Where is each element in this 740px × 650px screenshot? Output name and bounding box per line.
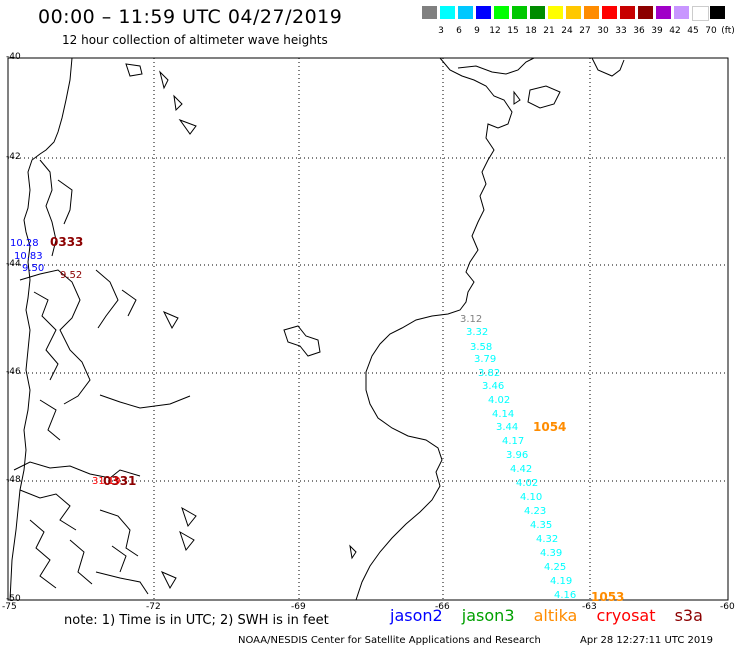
map-frame: [7, 57, 729, 601]
lon-label-60: -60: [720, 602, 735, 612]
swh-value: 3.96: [506, 450, 528, 461]
swh-value: 4.25: [544, 562, 566, 573]
legend-label-12: 39: [651, 26, 663, 36]
swh-value: 4.14: [492, 409, 514, 420]
legend-label-10: 33: [615, 26, 627, 36]
graticule: [8, 58, 728, 600]
swh-value: 3.44: [496, 422, 518, 433]
legend-swatch-8: [566, 6, 581, 19]
map-title: 00:00 – 11:59 UTC 04/27/2019: [38, 6, 343, 28]
swh-value: 3.82: [478, 368, 500, 379]
satellite-legend: jason2 jason3 altika cryosat s3a: [390, 606, 717, 625]
satellite-s3a: s3a: [674, 606, 703, 625]
time-label: 0331: [103, 474, 136, 488]
swh-value: 4.02: [488, 395, 510, 406]
legend-swatch-3: [476, 6, 491, 19]
legend-label-15: 70: [705, 26, 717, 36]
legend-swatch-7: [548, 6, 563, 19]
swh-value: 9.52: [60, 270, 82, 281]
legend-swatch-4: [494, 6, 509, 19]
swh-value: 10.28: [10, 238, 39, 249]
legend-label-2: 9: [474, 26, 480, 36]
lat-label-46: -46: [6, 367, 21, 377]
lat-label-40: -40: [6, 52, 21, 62]
swh-value: 4.19: [550, 576, 572, 587]
swh-value: 4.42: [510, 464, 532, 475]
lon-label-66: -66: [435, 602, 450, 612]
lon-label-63: -63: [582, 602, 597, 612]
lon-label-72: -72: [146, 602, 161, 612]
swh-value: 4.39: [540, 548, 562, 559]
swh-value: 3.79: [474, 354, 496, 365]
swh-value: 4.23: [524, 506, 546, 517]
legend-swatch-10: [602, 6, 617, 19]
time-label: 1053: [591, 590, 624, 604]
swh-value: 4.35: [530, 520, 552, 531]
legend-swatch-2: [458, 6, 473, 19]
time-label: 1054: [533, 420, 566, 434]
legend-swatch-11: [620, 6, 635, 19]
legend-label-11: 36: [633, 26, 645, 36]
satellite-jason2: jason2: [390, 606, 443, 625]
swh-value: 10.83: [14, 251, 43, 262]
lat-label-50: -50: [6, 594, 21, 604]
swh-value: 3.12: [460, 314, 482, 325]
swh-value: 9.50: [22, 263, 44, 274]
swh-value: 3.46: [482, 381, 504, 392]
legend-swatch-16: [710, 6, 725, 19]
legend-swatch-13: [656, 6, 671, 19]
map-subtitle: 12 hour collection of altimeter wave hei…: [62, 33, 328, 47]
swh-value: 4.10: [520, 492, 542, 503]
lon-label-75: -75: [2, 602, 17, 612]
swh-value: 4.02: [516, 478, 538, 489]
legend-label-0: 3: [438, 26, 444, 36]
satellite-cryosat: cryosat: [596, 606, 656, 625]
swh-labels: 0333 0331 1054 1053 10.28 10.839.50 9.52 31.19 3…: [10, 235, 624, 604]
swh-value: 4.17: [502, 436, 524, 447]
legend-swatch-15: [692, 6, 709, 21]
legend-label-6: 21: [543, 26, 555, 36]
lat-label-44: -44: [6, 259, 21, 269]
satellite-jason3: jason3: [461, 606, 515, 625]
lon-label-69: -69: [291, 602, 306, 612]
generated-timestamp: Apr 28 12:27:11 UTC 2019: [580, 635, 713, 646]
legend-unit: (ft): [721, 26, 735, 36]
legend-swatch-6: [530, 6, 545, 19]
swh-value: 3.32: [466, 327, 488, 338]
credit-line: NOAA/NESDIS Center for Satellite Applica…: [238, 635, 541, 646]
legend-swatch-0: [422, 6, 437, 19]
legend-label-7: 24: [561, 26, 573, 36]
lat-label-48: -48: [6, 475, 21, 485]
legend-label-9: 30: [597, 26, 609, 36]
legend-label-1: 6: [456, 26, 462, 36]
footer-note: note: 1) Time is in UTC; 2) SWH is in fe…: [64, 613, 329, 628]
legend-label-5: 18: [525, 26, 537, 36]
legend-label-13: 42: [669, 26, 681, 36]
satellite-altika: altika: [533, 606, 578, 625]
legend-swatch-1: [440, 6, 455, 19]
legend-label-14: 45: [687, 26, 699, 36]
swh-value: 4.16: [554, 590, 576, 601]
lat-label-42: -42: [6, 152, 21, 162]
legend-label-4: 15: [507, 26, 519, 36]
legend-label-8: 27: [579, 26, 591, 36]
legend-swatch-9: [584, 6, 599, 19]
legend-label-3: 12: [489, 26, 501, 36]
swh-value: 4.32: [536, 534, 558, 545]
argentina-coastline: [355, 57, 625, 601]
chile-coastline: [9, 57, 357, 601]
time-label: 0333: [50, 235, 83, 249]
swh-value: 3.58: [470, 342, 492, 353]
legend-swatch-14: [674, 6, 689, 19]
legend-swatch-12: [638, 6, 653, 19]
legend-swatch-5: [512, 6, 527, 19]
swh-value: 31.19: [92, 476, 121, 487]
